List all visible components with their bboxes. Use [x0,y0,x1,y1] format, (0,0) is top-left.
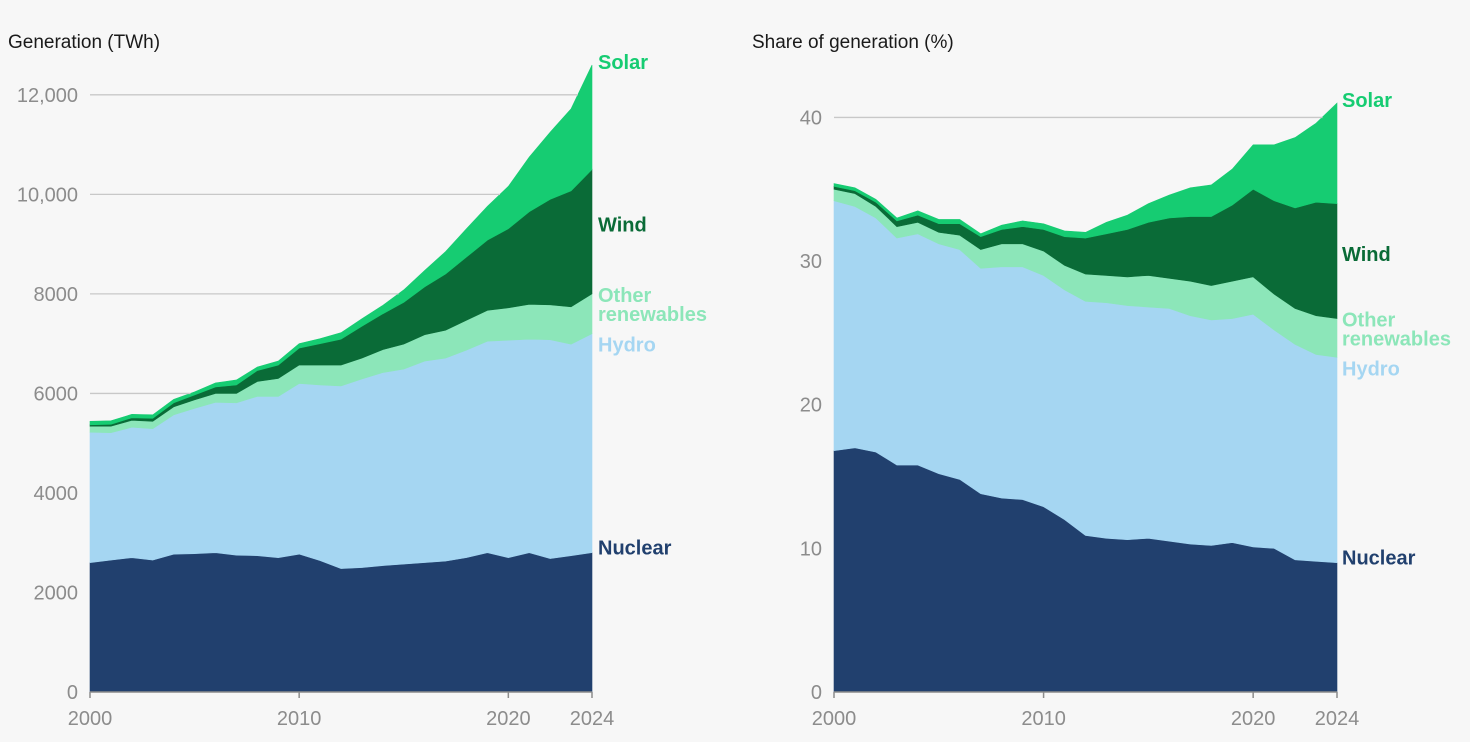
x-tick-label: 2010 [1021,708,1066,730]
series-label-other-renewables: renewables [1342,329,1451,351]
y-tick-label: 4000 [34,483,79,505]
y-tick-label: 20 [800,395,822,417]
area-solar [89,64,593,426]
x-tick-label: 2020 [1231,708,1276,730]
series-label-hydro: Hydro [1342,358,1400,380]
x-tick-label: 2000 [68,708,113,730]
x-tick-label: 2010 [277,708,322,730]
x-tick-label: 2024 [1315,708,1360,730]
series-label-nuclear: Nuclear [1342,548,1416,570]
series-label-nuclear: Nuclear [598,538,672,560]
area-layers [89,64,593,693]
y-tick-label: 10,000 [17,184,78,206]
chart-1: Generation (TWh) 0 2000 4000 6000 8000 10,000 1… [8,32,707,730]
y-tick-label: 8000 [34,284,79,306]
series-label-solar: Solar [1342,90,1392,112]
chart-title: Share of generation (%) [752,32,954,53]
chart-2: Share of generation (%) 0 10 20 30 40 2000 2010… [752,32,1451,730]
series-label-other-renewables: renewables [598,304,707,326]
x-tick-label: 2020 [486,708,531,730]
series-label-other-renewables: Other [1342,310,1396,332]
y-tick-label: 0 [811,682,822,704]
y-tick-label: 6000 [34,383,79,405]
y-tick-label: 10 [800,538,822,560]
series-label-solar: Solar [598,52,648,74]
y-tick-label: 30 [800,251,822,273]
area-solar [833,102,1338,239]
series-label-wind: Wind [598,215,647,237]
series-label-wind: Wind [1342,244,1391,266]
series-label-hydro: Hydro [598,335,656,357]
x-tick-label: 2000 [812,708,857,730]
area-layers [833,102,1338,693]
chart-title: Generation (TWh) [8,32,160,53]
y-tick-label: 40 [800,107,822,129]
y-tick-label: 0 [67,682,78,704]
series-label-other-renewables: Other [598,285,652,307]
x-tick-label: 2024 [570,708,615,730]
y-tick-label: 12,000 [17,85,78,107]
y-tick-label: 2000 [34,582,79,604]
area-nuclear [89,552,593,693]
